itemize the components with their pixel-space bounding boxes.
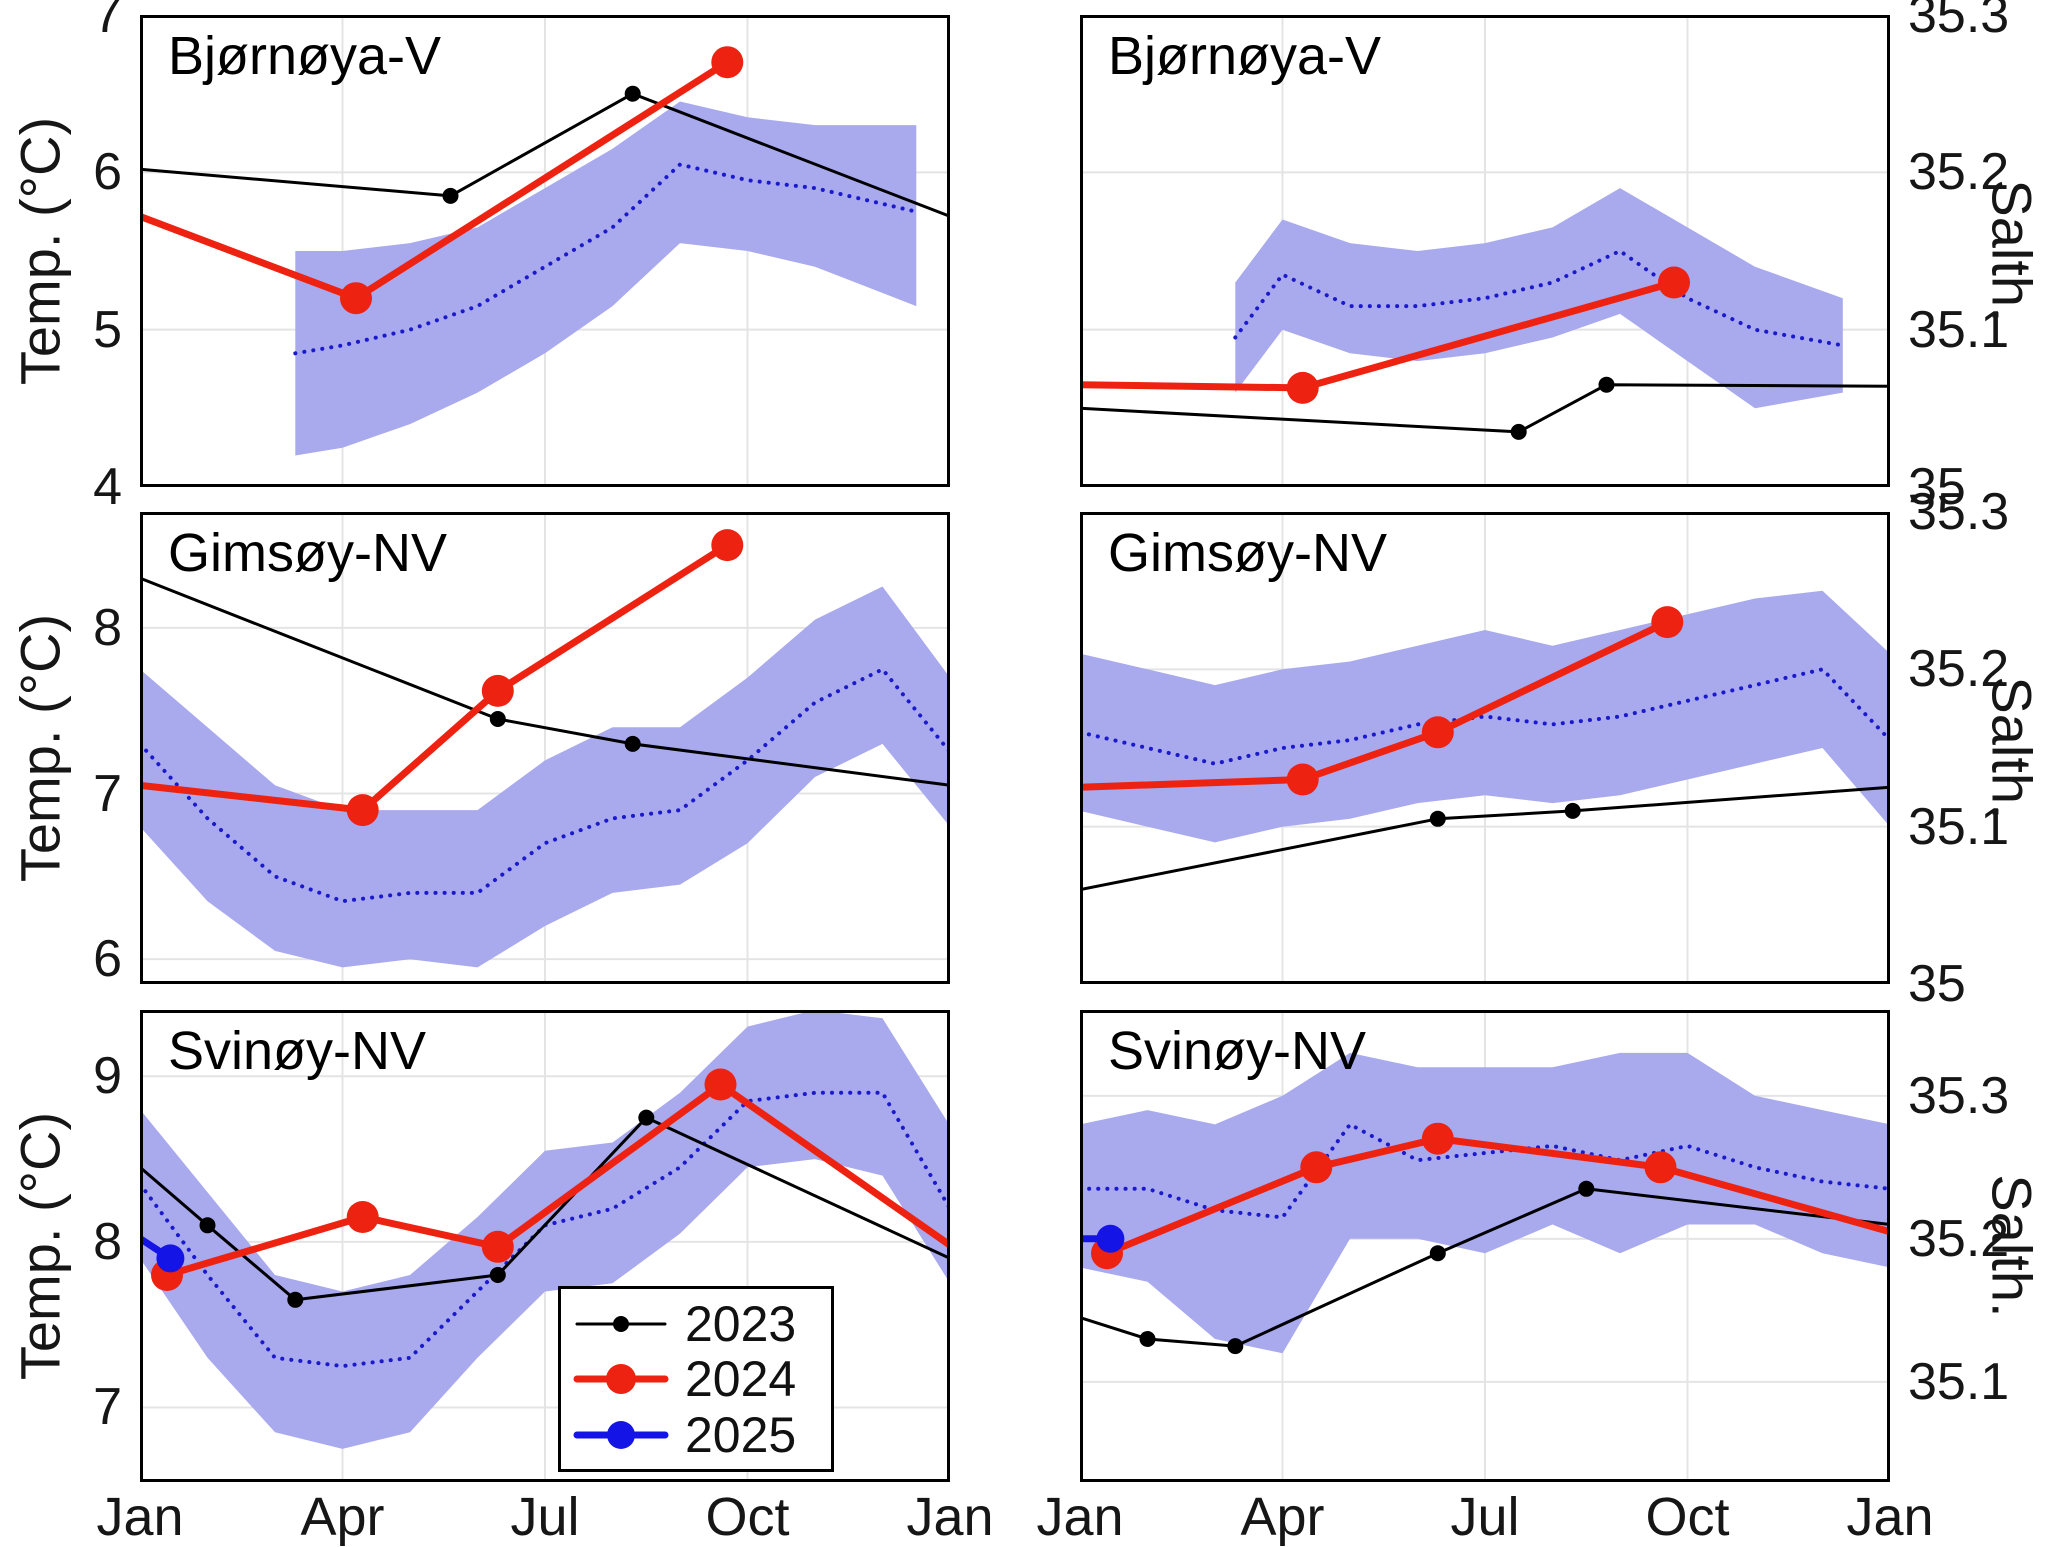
panel-bjornoya-salinity: Bjørnøya-V 35 35.1 35.2 35.3 [1080,0,2009,513]
x-tick-label: Oct [705,1487,790,1547]
panel-title: Gimsøy-NV [168,523,447,583]
plot-bjornoya-salinity [1080,15,1890,487]
x-tick-label: Apr [1240,1487,1325,1547]
x-tick-label: Oct [1645,1487,1730,1547]
panel-title: Gimsøy-NV [1108,523,1387,583]
legend-label-2024: 2024 [685,1351,797,1407]
y-tick-label: 35.1 [1908,797,2010,856]
legend-2023-line-icon [575,1315,667,1332]
x-tick-label: Apr [300,1487,385,1547]
panel-title: Svinøy-NV [1108,1021,1367,1081]
panel-title: Bjørnøya-V [1108,26,1382,86]
x-tick-label: Jan [1846,1487,1934,1547]
y-tick-label: 7 [93,764,122,823]
legend-2025-line-icon [573,1420,669,1449]
y-axis-label-salinity-row2: Salth. [1980,676,2044,820]
legend-2024-line-icon [573,1364,669,1394]
panel-gimsoy-salinity: Gimsøy-NV 35 35.1 35.2 35.3 [1080,486,2009,1010]
panel-svinoy-salinity: Svinøy-NV 35.1 35.2 35.3 Jan Apr Jul Oct Jan [1036,1010,2009,1544]
plot-svinoy-salinity [1080,1010,1890,1482]
panel-title: Svinøy-NV [168,1021,427,1081]
y-tick-label: 6 [93,143,122,202]
y-tick-label: 7 [93,0,122,44]
legend-label-2025: 2025 [685,1406,797,1463]
y-axis-label-temp-row1: Temp. (°C) [8,116,72,386]
y-tick-label: 8 [93,1212,122,1271]
y-axis-label-temp-row3: Temp. (°C) [8,1111,72,1381]
x-tick-label: Jan [96,1487,184,1547]
y-tick-label: 35.2 [1908,1209,2010,1268]
legend-entry-2023: 2023 [573,1299,819,1349]
y-tick-label: 35.3 [1908,1066,2010,1125]
y-tick-label: 35.3 [1908,0,2010,44]
legend: 2023 2024 2025 [558,1286,834,1472]
y-axis-label-temp-row2: Temp. (°C) [8,613,72,883]
y-tick-label: 7 [93,1378,122,1437]
y-tick-label: 35.3 [1908,483,2010,541]
y-tick-label: 35 [1908,458,1966,516]
panel-title: Bjørnøya-V [168,26,442,86]
y-axis-label-salinity-row1: Salth. [1980,179,2044,323]
y-tick-label: 35.2 [1908,640,2010,699]
legend-entry-2024: 2024 [573,1354,819,1404]
plot-gimsoy-salinity [1080,512,1890,984]
plot-gimsoy-temp [140,512,950,984]
y-tick-label: 9 [93,1047,122,1106]
y-tick-label: 6 [93,930,122,989]
legend-label-2023: 2023 [685,1295,797,1352]
x-tick-label: Jul [510,1487,580,1547]
y-tick-label: 5 [93,300,122,359]
x-tick-label: Jan [1036,1487,1124,1547]
x-tick-label: Jul [1450,1487,1520,1547]
y-tick-label: 35.1 [1908,300,2010,359]
y-tick-label: 4 [93,458,122,516]
y-axis-label-salinity-row3: Salth. [1980,1174,2044,1318]
y-tick-label: 35.1 [1908,1352,2010,1411]
x-tick-label: Jan [906,1487,994,1547]
y-tick-label: 35.2 [1908,143,2010,202]
plot-bjornoya-temp [140,15,950,487]
panel-bjornoya-temp: Bjørnøya-V 4 5 6 7 [93,0,950,513]
y-tick-label: 35 [1908,955,1966,1013]
y-tick-label: 8 [93,598,122,657]
panel-svinoy-temp: Svinøy-NV 2023 2024 2025 7 8 9 Jan Apr Jul Oct… [93,1010,994,1544]
legend-entry-2025: 2025 [573,1410,819,1460]
